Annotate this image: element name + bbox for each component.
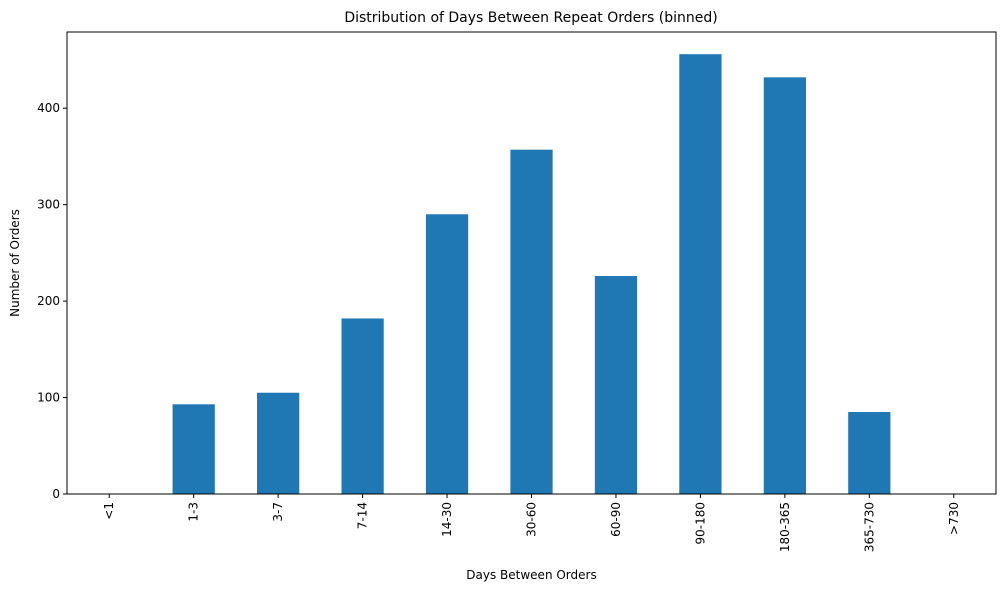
y-tick-label-2: 200 [37, 294, 60, 308]
x-tick-label-6: 60-90 [609, 502, 623, 537]
y-axis: 0 100 200 300 400 [37, 101, 67, 501]
plot-frame [66, 31, 997, 495]
bar-9 [848, 412, 891, 494]
x-tick-label-3: 7-14 [356, 502, 370, 529]
bars-layer [172, 54, 891, 495]
chart-title: Distribution of Days Between Repeat Orde… [344, 10, 717, 26]
y-tick-label-1: 100 [37, 391, 60, 405]
y-tick-label-3: 300 [37, 198, 60, 212]
bar-6 [594, 276, 638, 494]
bar-2 [257, 392, 300, 494]
y-tick-label-4: 400 [37, 101, 60, 115]
x-tick-label-2: 3-7 [271, 502, 285, 522]
bar-3 [341, 318, 384, 494]
bar-7 [679, 54, 722, 495]
y-tick-label-0: 0 [52, 487, 60, 501]
x-tick-label-7: 90-180 [693, 502, 707, 545]
x-tick-label-8: 180-365 [778, 502, 792, 552]
x-axis: <1 1-3 3-7 7-14 14-30 30-60 60-90 90-180 180-365… [102, 494, 961, 552]
y-axis-title: Number of Orders [8, 209, 22, 317]
x-tick-label-0: <1 [102, 502, 116, 520]
x-tick-label-4: 14-30 [440, 502, 454, 537]
x-tick-label-1: 1-3 [187, 502, 201, 522]
x-tick-label-9: 365-730 [862, 502, 876, 552]
bar-1 [172, 404, 215, 494]
bar-8 [763, 77, 806, 494]
x-axis-title: Days Between Orders [466, 568, 596, 582]
bar-5 [510, 149, 553, 495]
x-tick-label-5: 30-60 [525, 502, 539, 537]
bar-4 [425, 214, 469, 495]
x-tick-label-10: >730 [947, 502, 961, 535]
